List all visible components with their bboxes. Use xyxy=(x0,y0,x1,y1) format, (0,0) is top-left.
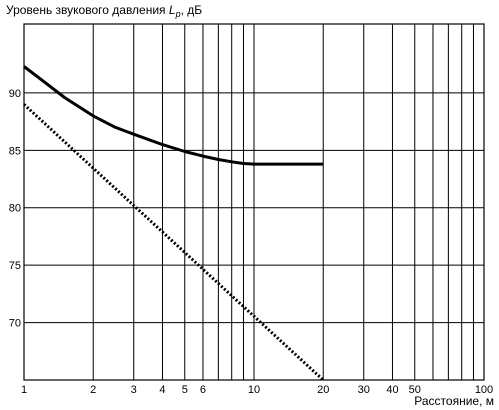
y-axis-title-symbol: L xyxy=(169,3,176,17)
x-tick-label: 100 xyxy=(475,384,493,396)
x-tick-label: 30 xyxy=(358,384,370,396)
grid-lines xyxy=(23,24,485,380)
y-axis-title: Уровень звукового давления Lp, дБ xyxy=(6,3,202,19)
x-tick-label: 6 xyxy=(200,384,206,396)
plot-frame xyxy=(23,23,485,381)
x-tick-label: 20 xyxy=(317,384,329,396)
x-tick-labels: 1 2 3 4 5 6 10 20 30 40 50 100 xyxy=(21,384,493,396)
y-tick-label: 80 xyxy=(9,203,21,215)
x-tick-label: 4 xyxy=(159,384,165,396)
y-tick-label: 90 xyxy=(9,88,21,100)
x-tick-label: 3 xyxy=(131,384,137,396)
x-axis-title: Расстояние, м xyxy=(414,394,494,408)
y-tick-label: 70 xyxy=(9,318,21,330)
x-tick-label: 10 xyxy=(248,384,260,396)
y-axis-title-suffix: , дБ xyxy=(181,3,203,17)
y-axis-title-prefix: Уровень звукового давления xyxy=(6,3,169,17)
series-group xyxy=(22,65,325,382)
series-line-dotted xyxy=(22,103,325,382)
x-tick-label: 50 xyxy=(409,384,421,396)
y-tick-label: 75 xyxy=(9,260,21,272)
x-tick-label: 2 xyxy=(90,384,96,396)
y-tick-labels: 70 75 80 85 90 xyxy=(9,88,21,330)
x-tick-label: 1 xyxy=(21,384,27,396)
y-tick-label: 85 xyxy=(9,145,21,157)
y-axis-title-subscript: p xyxy=(175,9,181,19)
x-tick-label: 40 xyxy=(386,384,398,396)
series-line-solid xyxy=(23,65,324,166)
x-tick-label: 5 xyxy=(182,384,188,396)
